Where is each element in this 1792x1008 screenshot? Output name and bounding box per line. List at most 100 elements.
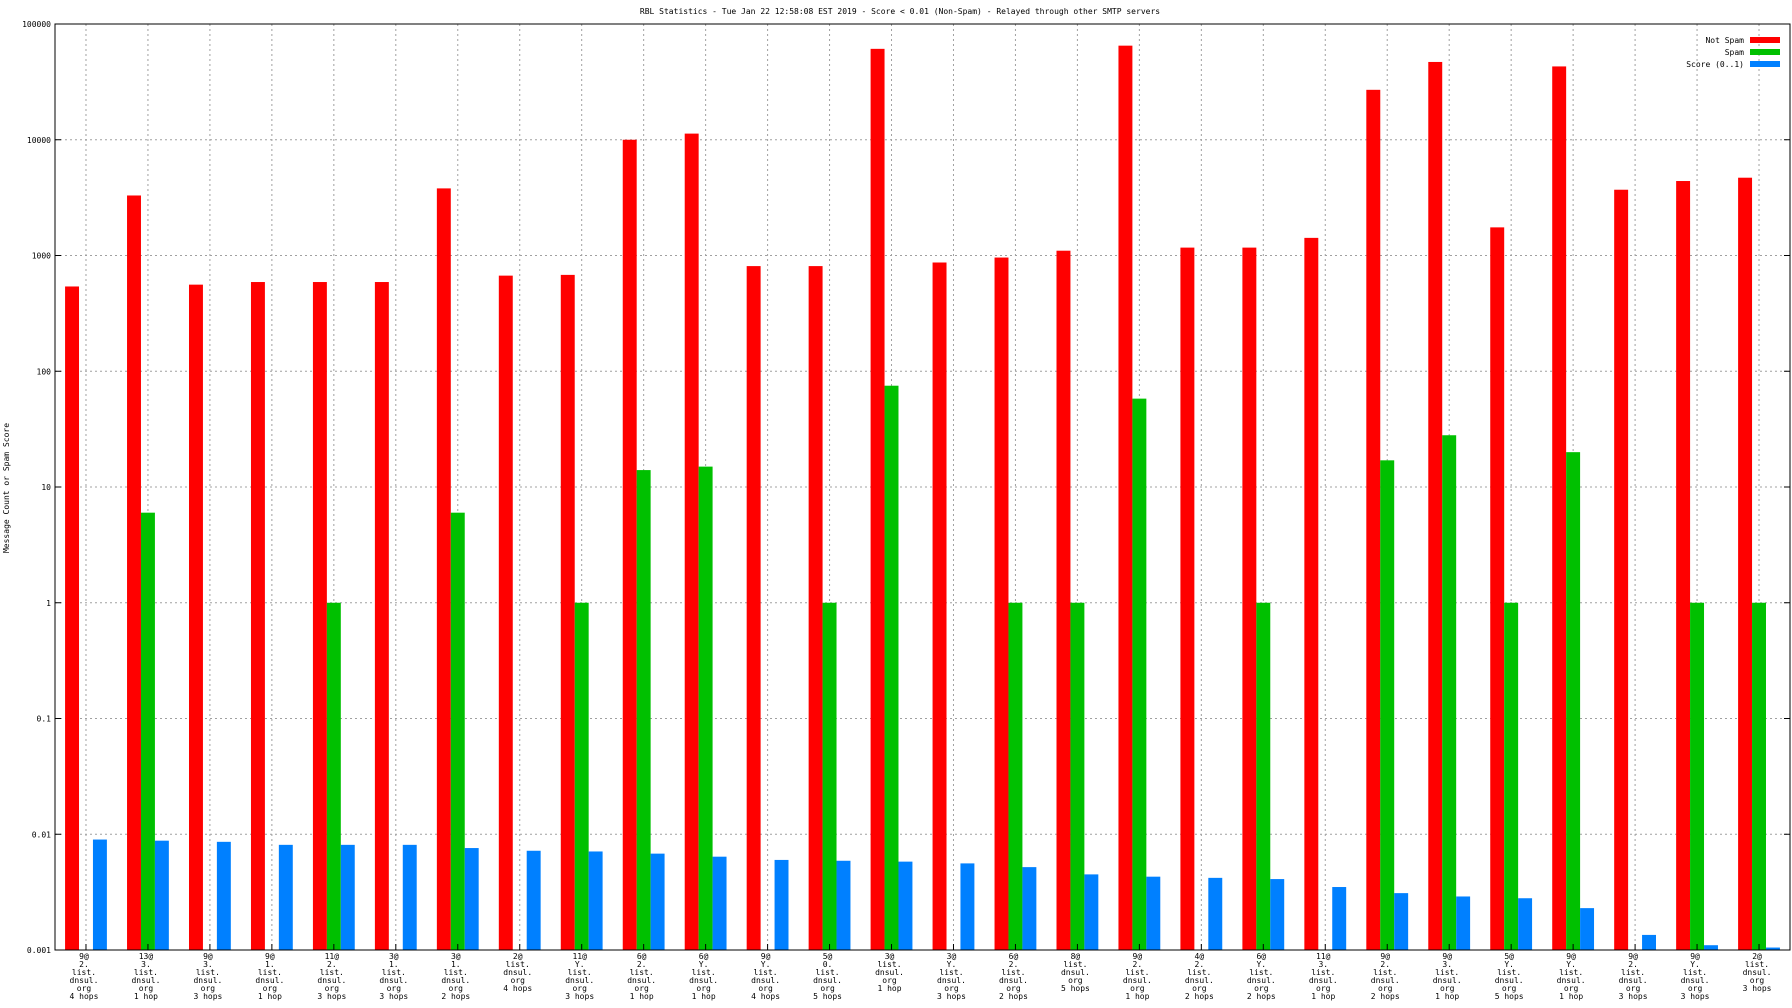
bar-score-0-1 (1518, 898, 1533, 950)
legend-swatch (1750, 49, 1780, 55)
bar-score-0-1 (712, 856, 727, 950)
bar-not-spam (1180, 247, 1195, 950)
y-tick-label: 1 (46, 599, 51, 608)
bar-spam (1752, 602, 1766, 950)
bar-not-spam (684, 133, 699, 950)
x-tick-label: 9@ 2. list. dnsul. org 2 hops (1371, 952, 1400, 1001)
y-tick-label: 100000 (22, 20, 51, 29)
bar-spam (1070, 602, 1085, 950)
x-tick-label: 6@ 2. list. dnsul. org 1 hop (627, 952, 656, 1001)
bar-score-0-1 (836, 860, 851, 950)
x-tick-label: 9@ 2. list. dnsul. org 4 hops (70, 952, 99, 1001)
bar-spam (1380, 460, 1395, 950)
y-tick-label: 0.1 (37, 715, 52, 724)
x-tick-label: 5@ 0. list. dnsul. org 5 hops (813, 952, 842, 1001)
bar-not-spam (1428, 61, 1443, 951)
bar-not-spam (127, 195, 141, 951)
x-tick-label: 9@ 1. list. dnsul. org 1 hop (255, 952, 284, 1001)
bar-score-0-1 (898, 861, 913, 950)
x-tick-label: 8@ list. dnsul. org 5 hops (1061, 952, 1090, 993)
bar-not-spam (312, 282, 327, 950)
bar-not-spam (808, 266, 823, 950)
bar-score-0-1 (526, 850, 541, 950)
x-tick-label: 2@ list. dnsul. org 3 hops (1743, 952, 1772, 993)
x-tick-label: 3@ 1. list. dnsul. org 2 hops (441, 952, 470, 1001)
bar-not-spam (622, 139, 637, 950)
bar-score-0-1 (1208, 877, 1223, 950)
bar-spam (140, 512, 155, 950)
bar-spam (884, 385, 899, 950)
x-tick-label: 6@ Y. list. dnsul. org 1 hop (689, 952, 718, 1001)
bar-spam (822, 602, 837, 950)
bar-score-0-1 (464, 848, 479, 950)
bar-not-spam (1490, 227, 1505, 950)
bar-score-0-1 (340, 844, 355, 950)
bar-not-spam (498, 275, 513, 950)
bar-score-0-1 (1704, 945, 1718, 950)
legend-label: Score (0..1) (1686, 60, 1744, 69)
legend: Not Spam Spam Score (0..1) (1686, 36, 1780, 69)
x-tick-label: 9@ 2. list. dnsul. org 1 hop (1123, 952, 1152, 1001)
bar-score-0-1 (1456, 896, 1471, 950)
bar-not-spam (1304, 237, 1319, 950)
legend-swatch (1750, 61, 1780, 67)
bar-score-0-1 (1580, 908, 1595, 950)
bar-spam (1442, 435, 1457, 950)
bar-spam (1008, 602, 1023, 950)
bar-not-spam (188, 284, 203, 951)
bar-not-spam (994, 257, 1009, 950)
bar-score-0-1 (960, 863, 975, 950)
bars (65, 45, 1780, 951)
bar-score-0-1 (1270, 879, 1285, 950)
bar-score-0-1 (1332, 887, 1347, 950)
y-axis-ticks: 0.001 0.01 0.1 1 10 100 1000 10000 100000 (22, 20, 1790, 955)
y-tick-label: 100 (37, 367, 52, 376)
bar-score-0-1 (1146, 876, 1161, 950)
legend-label: Not Spam (1705, 36, 1744, 45)
bar-spam (1256, 602, 1271, 950)
legend-label: Spam (1725, 48, 1744, 57)
bar-not-spam (1056, 250, 1071, 950)
bar-spam (1132, 398, 1147, 951)
bar-not-spam (1366, 89, 1381, 950)
x-tick-label: 9@ 2. list. dnsul. org 3 hops (1619, 952, 1648, 1001)
bar-score-0-1 (1642, 934, 1657, 950)
bar-spam (1566, 452, 1581, 950)
x-tick-label: 5@ Y. list. dnsul. org 5 hops (1495, 952, 1524, 1001)
bar-spam (1690, 602, 1705, 950)
chart-title: RBL Statistics - Tue Jan 22 12:58:08 EST… (640, 7, 1160, 16)
bar-score-0-1 (774, 859, 789, 950)
y-tick-label: 0.01 (32, 830, 51, 839)
bar-spam (1504, 602, 1519, 950)
bar-score-0-1 (92, 839, 107, 950)
bar-score-0-1 (1394, 893, 1409, 950)
x-tick-label: 3@ list. dnsul. org 1 hop (875, 952, 904, 993)
x-tick-label: 2@ list. dnsul. org 4 hops (503, 952, 532, 993)
legend-swatch (1750, 37, 1780, 43)
bar-not-spam (870, 48, 885, 950)
bar-score-0-1 (278, 844, 293, 950)
bar-not-spam (250, 282, 265, 950)
bar-not-spam (746, 266, 761, 950)
bar-not-spam (1242, 247, 1257, 950)
x-axis-ticks: 9@ 2. list. dnsul. org 4 hops 13@ 3. list. dnsul.… (70, 944, 1772, 1001)
bar-spam (450, 512, 465, 950)
bar-score-0-1 (588, 851, 603, 950)
bar-not-spam (436, 188, 451, 951)
bar-score-0-1 (154, 840, 169, 950)
x-tick-label: 6@ Y. list. dnsul. org 2 hops (1247, 952, 1276, 1001)
bar-score-0-1 (1022, 867, 1037, 950)
x-tick-label: 13@ 3. list. dnsul. org 1 hop (131, 952, 160, 1001)
x-tick-label: 3@ Y. list. dnsul. org 3 hops (937, 952, 966, 1001)
x-tick-label: 3@ 1. list. dnsul. org 3 hops (379, 952, 408, 1001)
bar-spam (636, 470, 651, 950)
bar-not-spam (1118, 45, 1133, 951)
x-tick-label: 9@ 3. list. dnsul. org 1 hop (1433, 952, 1462, 1001)
bar-score-0-1 (402, 844, 417, 950)
y-tick-label: 10000 (27, 136, 51, 145)
x-tick-label: 6@ 2. list. dnsul. org 2 hops (999, 952, 1028, 1001)
bar-not-spam (560, 274, 575, 950)
x-tick-label: 4@ 2. list. dnsul. org 2 hops (1185, 952, 1214, 1001)
bar-score-0-1 (1084, 874, 1099, 950)
